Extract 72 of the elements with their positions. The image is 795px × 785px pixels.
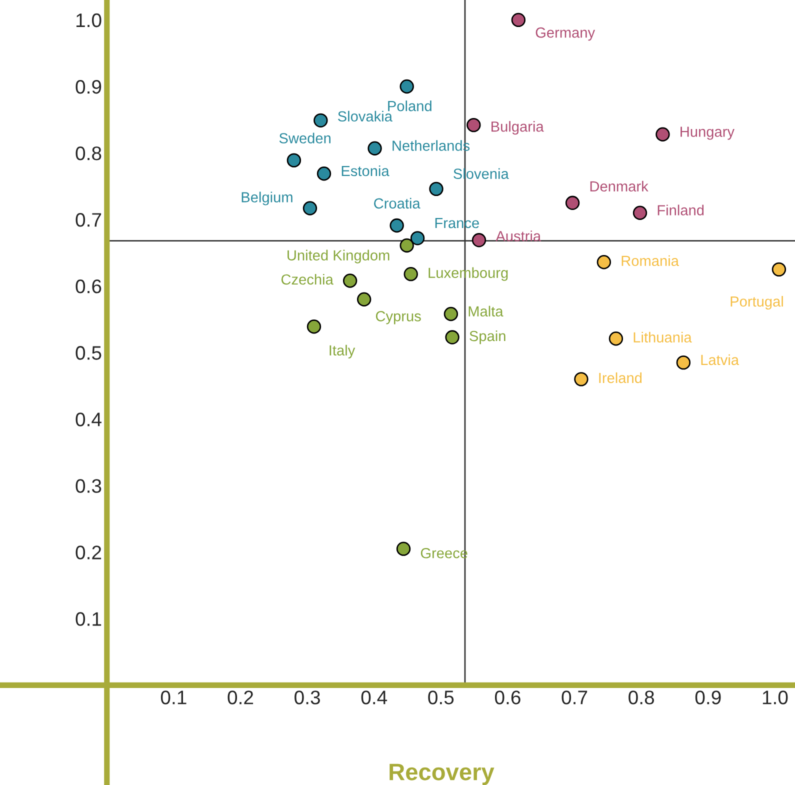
annotation: Austria xyxy=(496,230,542,242)
y-tick-label: 0.8 xyxy=(76,146,102,160)
point xyxy=(314,113,328,128)
annotation: Portugal xyxy=(730,296,783,310)
annotation: Poland xyxy=(388,100,432,112)
y-tick-label: 0.2 xyxy=(76,546,102,560)
y-tick-label: 1.0 xyxy=(76,13,102,28)
point xyxy=(357,292,372,306)
y-tick-label: 0.3 xyxy=(76,479,102,493)
x-tick-label: 0.5 xyxy=(428,690,454,704)
point xyxy=(429,182,444,196)
annotation: Belgium xyxy=(242,192,292,206)
x-tick-label: 0.3 xyxy=(294,690,320,704)
annotation: Latvia xyxy=(701,354,740,366)
annotation: Cyprus xyxy=(376,311,421,324)
annotation: Sweden xyxy=(279,132,330,144)
annotation: Germany xyxy=(536,27,596,41)
annotation: Spain xyxy=(470,330,506,344)
annotation: Estonia xyxy=(342,165,390,176)
x-tick-label: 0.9 xyxy=(695,690,721,704)
point xyxy=(400,79,414,94)
point xyxy=(400,238,414,253)
x-tick-label: 0.2 xyxy=(228,690,254,704)
point xyxy=(410,231,425,246)
x-tick-label: 1.0 xyxy=(762,690,788,704)
annotation: Hungary xyxy=(680,126,734,140)
annotation: Slovakia xyxy=(338,110,392,122)
point xyxy=(676,355,691,370)
point xyxy=(316,166,332,181)
annotation: Lithuania xyxy=(634,332,692,343)
annotation: Denmark xyxy=(590,180,648,192)
x-tick-label: 0.4 xyxy=(361,690,388,704)
annotation: Romania xyxy=(622,255,679,266)
point xyxy=(466,118,481,132)
annotation: Croatia xyxy=(374,198,420,209)
annotation: United Kingdom xyxy=(288,250,390,264)
y-tick-label: 0.1 xyxy=(76,612,102,626)
point xyxy=(444,306,458,322)
point xyxy=(396,542,411,556)
y-tick-label: 0.6 xyxy=(76,280,102,294)
annotation: Bulgaria xyxy=(492,121,544,135)
annotation: Ireland xyxy=(599,372,642,384)
x-axis-title: Recovery xyxy=(390,764,494,785)
point xyxy=(342,274,358,288)
x-tick-label: 0.6 xyxy=(494,690,520,704)
annotation: Czechia xyxy=(281,274,334,285)
point xyxy=(632,206,648,220)
point xyxy=(404,266,418,282)
point xyxy=(574,372,588,386)
point xyxy=(772,262,786,277)
point xyxy=(596,255,612,270)
point xyxy=(390,218,404,233)
point xyxy=(472,233,486,248)
point xyxy=(286,153,302,168)
y-tick-label: 0.7 xyxy=(76,213,102,227)
annotation: Malta xyxy=(468,306,504,317)
point xyxy=(565,196,580,210)
point xyxy=(306,320,322,334)
point xyxy=(656,127,670,142)
point xyxy=(302,201,318,216)
y-tick-label: 0.4 xyxy=(76,412,102,426)
y-tick-label: 0.9 xyxy=(76,80,102,94)
annotation: Italy xyxy=(330,344,356,358)
x-tick-label: 0.8 xyxy=(628,690,654,704)
point xyxy=(511,12,526,28)
annotation: Finland xyxy=(658,204,704,216)
y-tick-label: 0.5 xyxy=(76,346,102,360)
x-tick-label: 0.1 xyxy=(160,690,186,704)
point xyxy=(445,330,460,344)
point xyxy=(368,141,382,156)
point xyxy=(608,332,624,346)
x-tick-label: 0.7 xyxy=(562,690,588,704)
